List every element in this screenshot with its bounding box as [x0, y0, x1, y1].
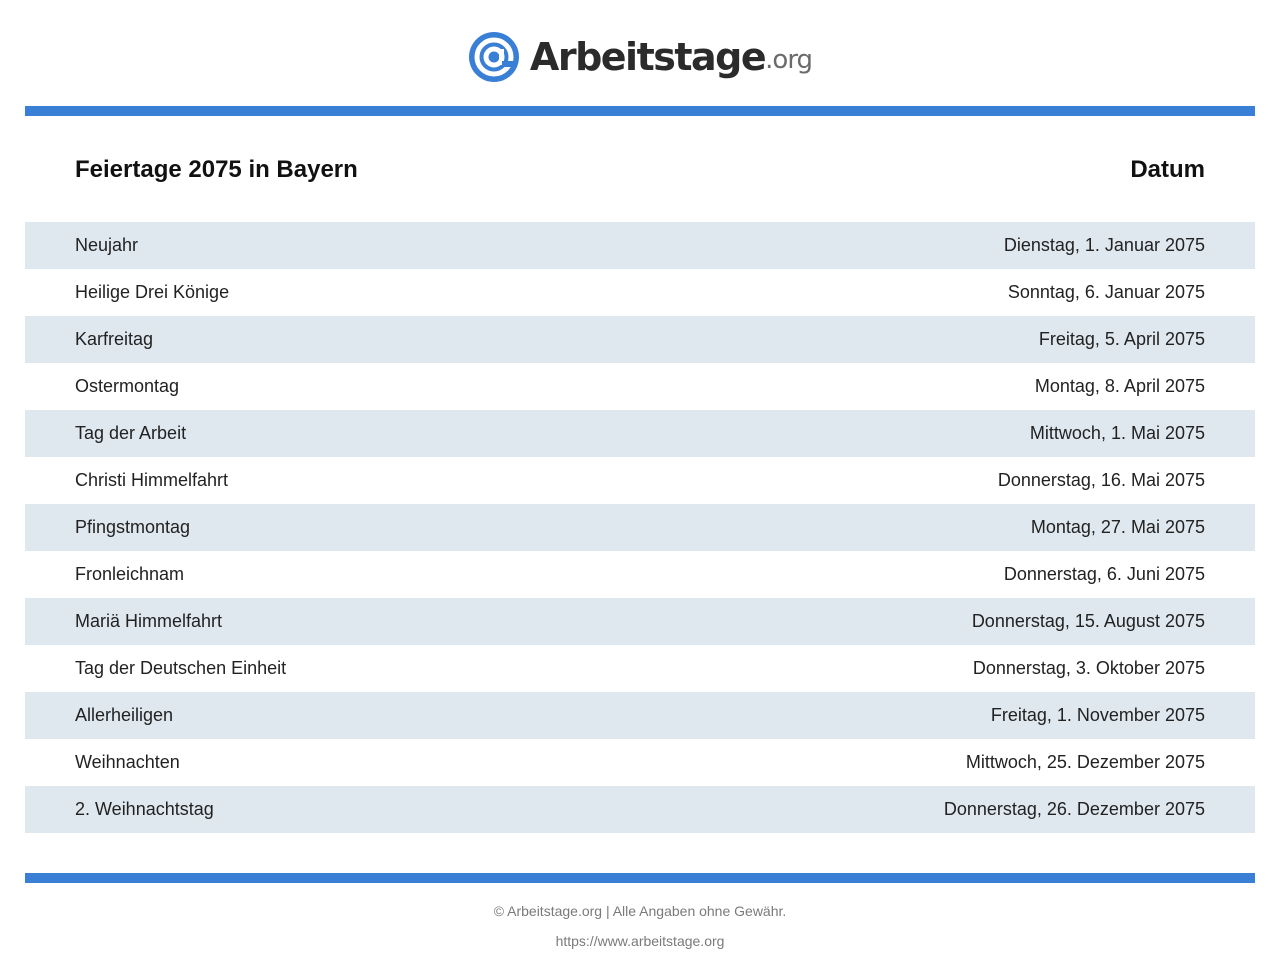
footer-copyright: © Arbeitstage.org | Alle Angaben ohne Ge… — [493, 903, 787, 919]
table-row: Weihnachten Mittwoch, 25. Dezember 2075 — [25, 739, 1255, 786]
holiday-date: Mittwoch, 1. Mai 2075 — [1029, 423, 1205, 443]
holiday-name: Neujahr — [75, 235, 139, 255]
holiday-table: Neujahr Dienstag, 1. Januar 2075 Heilige D… — [25, 222, 1255, 833]
holiday-date: Donnerstag, 26. Dezember 2075 — [943, 799, 1205, 819]
holiday-date: Dienstag, 1. Januar 2075 — [1003, 235, 1205, 255]
holiday-date: Sonntag, 6. Januar 2075 — [1007, 282, 1205, 302]
holiday-name: Ostermontag — [75, 376, 180, 396]
table-row: Allerheiligen Freitag, 1. November 2075 — [25, 692, 1255, 739]
top-divider — [25, 106, 1255, 116]
table-row: Heilige Drei Könige Sonntag, 6. Januar 20… — [25, 269, 1255, 316]
holiday-name: Pfingstmontag — [75, 517, 191, 537]
date-column-header: Datum — [1130, 156, 1205, 183]
footer-url[interactable]: https://www.arbeitstage.org — [555, 933, 725, 949]
holiday-date: Donnerstag, 6. Juni 2075 — [1003, 564, 1205, 584]
site-logo[interactable]: Arbeitstage .org — [0, 28, 1280, 86]
table-row: Tag der Arbeit Mittwoch, 1. Mai 2075 — [25, 410, 1255, 457]
holiday-name: Tag der Arbeit — [75, 423, 187, 443]
holiday-name: Karfreitag — [75, 329, 154, 349]
holiday-date: Mittwoch, 25. Dezember 2075 — [965, 752, 1205, 772]
table-row: Neujahr Dienstag, 1. Januar 2075 — [25, 222, 1255, 269]
holiday-name: Fronleichnam — [75, 564, 185, 584]
holiday-name: Tag der Deutschen Einheit — [75, 658, 287, 678]
logo-name: Arbeitstage — [529, 35, 767, 79]
holiday-date: Montag, 8. April 2075 — [1034, 376, 1205, 396]
holiday-date: Freitag, 5. April 2075 — [1038, 329, 1205, 349]
holiday-name: Mariä Himmelfahrt — [75, 611, 223, 631]
holiday-date: Montag, 27. Mai 2075 — [1030, 517, 1205, 537]
holiday-name: Allerheiligen — [75, 705, 174, 725]
at-sign-logo-icon — [468, 32, 519, 82]
holiday-date: Donnerstag, 15. August 2075 — [971, 611, 1205, 631]
holiday-name: Heilige Drei Könige — [75, 282, 230, 302]
table-header: Feiertage 2075 in Bayern Datum — [75, 150, 1205, 190]
table-row: Tag der Deutschen Einheit Donnerstag, 3. … — [25, 645, 1255, 692]
table-row: Karfreitag Freitag, 5. April 2075 — [25, 316, 1255, 363]
table-row: Mariä Himmelfahrt Donnerstag, 15. August … — [25, 598, 1255, 645]
holiday-name: Weihnachten — [75, 752, 180, 772]
holiday-name: Christi Himmelfahrt — [75, 470, 229, 490]
table-row: Ostermontag Montag, 8. April 2075 — [25, 363, 1255, 410]
holiday-date: Donnerstag, 16. Mai 2075 — [997, 470, 1205, 490]
table-row: Pfingstmontag Montag, 27. Mai 2075 — [25, 504, 1255, 551]
table-row: Fronleichnam Donnerstag, 6. Juni 2075 — [25, 551, 1255, 598]
holiday-name: 2. Weihnachtstag — [75, 799, 214, 819]
logo-tld: .org — [765, 45, 813, 75]
table-row: Christi Himmelfahrt Donnerstag, 16. Mai 2… — [25, 457, 1255, 504]
table-title: Feiertage 2075 in Bayern — [75, 156, 358, 183]
table-row: 2. Weihnachtstag Donnerstag, 26. Dezember… — [25, 786, 1255, 833]
holiday-date: Freitag, 1. November 2075 — [990, 705, 1205, 725]
bottom-divider — [25, 873, 1255, 883]
holiday-date: Donnerstag, 3. Oktober 2075 — [972, 658, 1205, 678]
